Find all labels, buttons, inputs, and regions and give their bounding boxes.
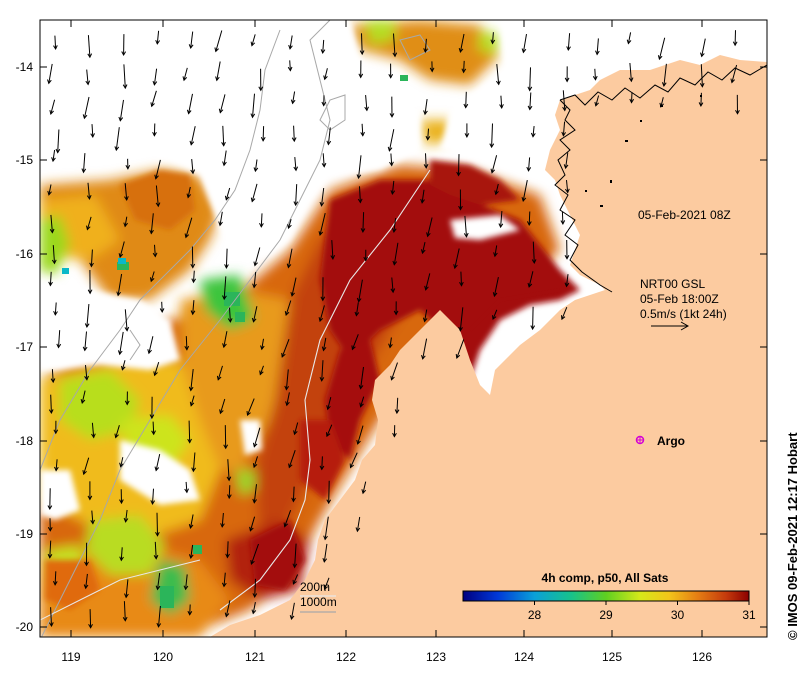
current-source-label: NRT00 GSL bbox=[640, 277, 705, 291]
current-vector bbox=[533, 307, 534, 329]
lat-tick-label: -20 bbox=[16, 620, 34, 634]
current-vector bbox=[529, 212, 530, 226]
current-vector bbox=[157, 513, 158, 536]
current-vector bbox=[227, 541, 228, 557]
plot-area bbox=[40, 20, 767, 640]
colorbar-tick-label: 28 bbox=[528, 608, 542, 622]
isobath-200-label: 200m bbox=[300, 580, 330, 594]
current-vector bbox=[186, 336, 187, 350]
current-vector bbox=[55, 36, 56, 49]
lat-tick-label: -16 bbox=[16, 247, 34, 261]
lon-tick-label: 124 bbox=[514, 650, 534, 664]
current-vector bbox=[293, 487, 294, 502]
current-vector bbox=[701, 93, 702, 106]
current-vector bbox=[261, 213, 262, 226]
imos-credit: © IMOS 09-Feb-2021 12:17 Hobart bbox=[785, 432, 800, 640]
current-vector bbox=[461, 272, 462, 286]
lon-tick-label: 119 bbox=[61, 650, 80, 664]
current-vector bbox=[362, 33, 363, 54]
argo-label: Argo bbox=[657, 434, 685, 448]
current-vector bbox=[562, 212, 563, 224]
colorbar-title: 4h comp, p50, All Sats bbox=[542, 571, 669, 585]
lat-tick-label: -18 bbox=[16, 434, 34, 448]
lon-tick-label: 125 bbox=[602, 650, 622, 664]
current-vector bbox=[263, 126, 264, 141]
argo-float-marker bbox=[636, 436, 644, 444]
current-vector bbox=[426, 153, 427, 168]
colorbar-tick-label: 31 bbox=[742, 608, 756, 622]
current-vector bbox=[466, 92, 467, 108]
current-vector bbox=[363, 212, 364, 232]
lat-tick-label: -15 bbox=[16, 153, 34, 167]
current-vector bbox=[322, 456, 323, 469]
isobath-1000-label: 1000m bbox=[300, 595, 337, 609]
current-vector bbox=[55, 571, 56, 585]
lon-tick-label: 121 bbox=[245, 650, 265, 664]
current-vector bbox=[189, 421, 190, 443]
current-time-label: 05-Feb 18:00Z bbox=[640, 292, 719, 306]
lat-tick-label: -14 bbox=[16, 60, 34, 74]
current-vector bbox=[51, 395, 52, 413]
lat-tick-label: -19 bbox=[16, 527, 34, 541]
current-vector bbox=[90, 609, 91, 628]
current-vector bbox=[229, 485, 230, 498]
lon-tick-label: 126 bbox=[692, 650, 712, 664]
lon-tick-label: 120 bbox=[153, 650, 173, 664]
current-vector bbox=[329, 481, 330, 503]
colorbar-gradient bbox=[463, 591, 749, 601]
lon-tick-label: 123 bbox=[426, 650, 446, 664]
map-timestamp: 05-Feb-2021 08Z bbox=[638, 208, 731, 222]
current-vector bbox=[226, 249, 227, 268]
current-vector bbox=[459, 154, 460, 175]
lon-tick-label: 122 bbox=[336, 650, 356, 664]
vector-scale-label: 0.5m/s (1kt 24h) bbox=[640, 307, 727, 321]
lat-tick-label: -17 bbox=[16, 340, 34, 354]
current-vector bbox=[294, 126, 295, 141]
current-vector bbox=[153, 422, 154, 435]
colorbar-tick-label: 30 bbox=[671, 608, 685, 622]
colorbar-tick-label: 29 bbox=[599, 608, 613, 622]
